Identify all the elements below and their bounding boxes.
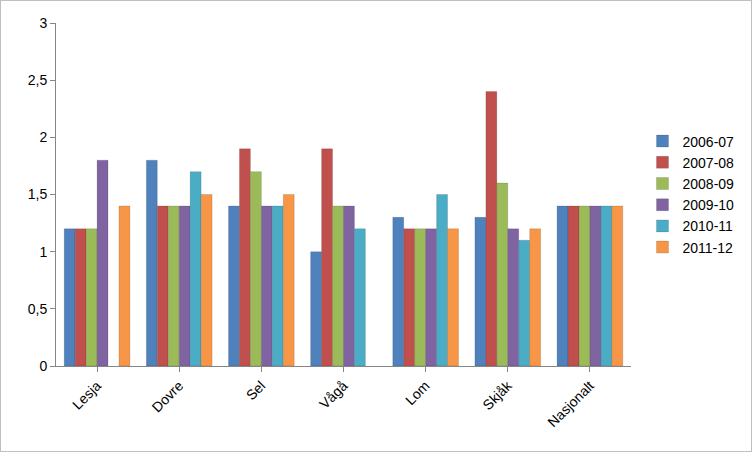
svg-text:2006-07: 2006-07	[683, 134, 735, 150]
svg-text:0,5: 0,5	[28, 301, 48, 317]
svg-text:0: 0	[39, 358, 47, 374]
svg-text:Lom: Lom	[402, 378, 433, 409]
svg-text:Skjåk: Skjåk	[479, 377, 515, 413]
svg-text:3: 3	[39, 15, 47, 31]
svg-text:2010-11: 2010-11	[683, 218, 734, 234]
svg-text:2007-08: 2007-08	[683, 155, 735, 171]
svg-text:2008-09: 2008-09	[683, 176, 735, 192]
svg-text:Dovre: Dovre	[149, 377, 187, 415]
svg-text:1: 1	[39, 244, 47, 260]
svg-text:1,5: 1,5	[28, 186, 48, 202]
svg-text:Vågå: Vågå	[316, 377, 351, 412]
svg-text:Lesja: Lesja	[69, 377, 104, 412]
svg-text:2009-10: 2009-10	[683, 197, 735, 213]
svg-text:Nasjonalt: Nasjonalt	[544, 377, 597, 430]
svg-text:Sel: Sel	[243, 378, 269, 404]
svg-text:2,5: 2,5	[28, 72, 48, 88]
svg-text:2011-12: 2011-12	[683, 240, 734, 256]
svg-text:2: 2	[39, 129, 47, 145]
